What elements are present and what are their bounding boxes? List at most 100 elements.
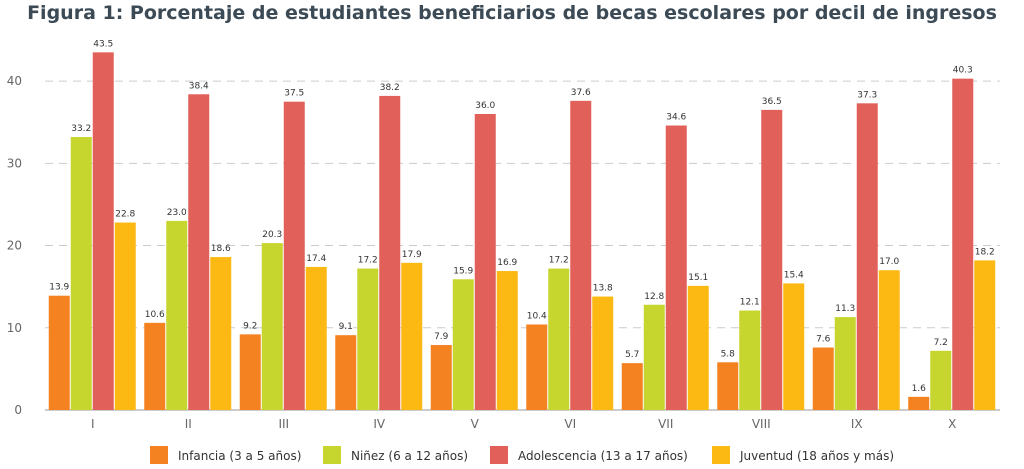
bar — [761, 109, 783, 410]
data-label: 7.6 — [816, 335, 831, 345]
x-tick-label: X — [948, 417, 956, 431]
data-label: 23.0 — [167, 208, 187, 218]
data-label: 33.2 — [71, 124, 91, 134]
bar — [452, 279, 474, 410]
data-label: 40.3 — [953, 66, 973, 76]
data-label: 22.8 — [115, 210, 135, 220]
bar — [908, 396, 930, 410]
bar — [166, 220, 188, 410]
data-label: 12.1 — [740, 298, 760, 308]
bar — [930, 350, 952, 410]
data-label: 16.9 — [497, 258, 517, 268]
data-label: 17.4 — [306, 254, 326, 264]
data-label: 18.2 — [975, 247, 995, 257]
bar — [570, 100, 592, 410]
bar — [305, 266, 327, 410]
x-tick-label: VII — [658, 417, 673, 431]
bar — [144, 322, 166, 410]
bar — [717, 362, 739, 410]
y-tick-label: 40 — [7, 74, 22, 88]
bar — [357, 268, 379, 410]
data-label: 17.2 — [549, 256, 569, 266]
bar — [379, 95, 401, 411]
data-label: 7.2 — [934, 338, 948, 348]
data-label: 37.5 — [284, 89, 304, 99]
x-tick-label: III — [278, 417, 289, 431]
data-label: 9.1 — [339, 322, 353, 332]
data-label: 5.7 — [625, 350, 639, 360]
data-label: 13.9 — [49, 283, 69, 293]
bar — [878, 270, 900, 410]
data-label: 10.6 — [145, 310, 165, 320]
data-label: 5.8 — [721, 349, 736, 359]
data-label: 9.2 — [243, 321, 257, 331]
data-label: 20.3 — [262, 230, 282, 240]
bar — [526, 324, 548, 410]
x-tick-label: IX — [851, 417, 863, 431]
bar — [496, 271, 518, 410]
bar — [401, 262, 423, 410]
data-label: 38.2 — [380, 83, 400, 93]
data-label: 17.0 — [879, 257, 899, 267]
bar — [188, 94, 210, 411]
data-label: 10.4 — [527, 311, 547, 321]
chart-title: Figura 1: Porcentaje de estudiantes bene… — [27, 2, 997, 24]
bar — [48, 295, 70, 410]
bar — [621, 363, 643, 410]
bar — [474, 114, 496, 410]
data-label: 37.3 — [857, 90, 877, 100]
x-tick-label: V — [471, 417, 480, 431]
bar — [856, 103, 878, 411]
bar — [952, 78, 974, 411]
data-label: 37.6 — [571, 88, 591, 98]
x-tick-label: VI — [564, 417, 576, 431]
data-label: 15.9 — [453, 266, 473, 276]
bar — [643, 304, 665, 410]
legend-label: Adolescencia (13 a 17 años) — [518, 449, 688, 463]
x-tick-label: I — [91, 417, 95, 431]
x-tick-label: VIII — [752, 417, 771, 431]
legend-swatch — [712, 446, 730, 464]
x-tick-label: IV — [373, 417, 386, 431]
data-label: 17.9 — [402, 250, 422, 260]
bar — [70, 137, 92, 410]
bar — [92, 52, 114, 410]
y-tick-label: 30 — [7, 156, 22, 170]
legend-swatch — [490, 446, 508, 464]
bar — [261, 243, 283, 410]
bar — [592, 296, 614, 410]
y-tick-label: 20 — [7, 239, 22, 253]
bar — [548, 268, 570, 410]
data-label: 13.8 — [593, 284, 613, 294]
legend-swatch — [150, 446, 168, 464]
y-tick-label: 0 — [14, 403, 22, 417]
bar — [812, 347, 834, 410]
bar — [739, 310, 761, 410]
legend-label: Niñez (6 a 12 años) — [351, 449, 468, 463]
data-label: 36.5 — [762, 97, 782, 107]
bar — [974, 260, 996, 410]
bar — [210, 257, 232, 410]
data-label: 17.2 — [358, 256, 378, 266]
data-label: 15.1 — [688, 273, 708, 283]
bar — [687, 285, 709, 410]
bar — [114, 222, 136, 410]
bar — [283, 101, 305, 411]
bar — [834, 317, 856, 410]
data-label: 15.4 — [784, 270, 804, 280]
bar — [335, 335, 357, 410]
legend-swatch — [323, 446, 341, 464]
data-label: 38.4 — [189, 81, 209, 91]
data-label: 43.5 — [93, 39, 113, 49]
data-label: 36.0 — [475, 101, 495, 111]
bar — [665, 125, 687, 410]
y-tick-label: 10 — [7, 321, 22, 335]
data-label: 7.9 — [434, 332, 449, 342]
bar — [239, 334, 261, 410]
data-label: 11.3 — [835, 304, 855, 314]
data-label: 1.6 — [912, 384, 927, 394]
legend-label: Infancia (3 a 5 años) — [178, 449, 301, 463]
x-tick-label: II — [185, 417, 192, 431]
